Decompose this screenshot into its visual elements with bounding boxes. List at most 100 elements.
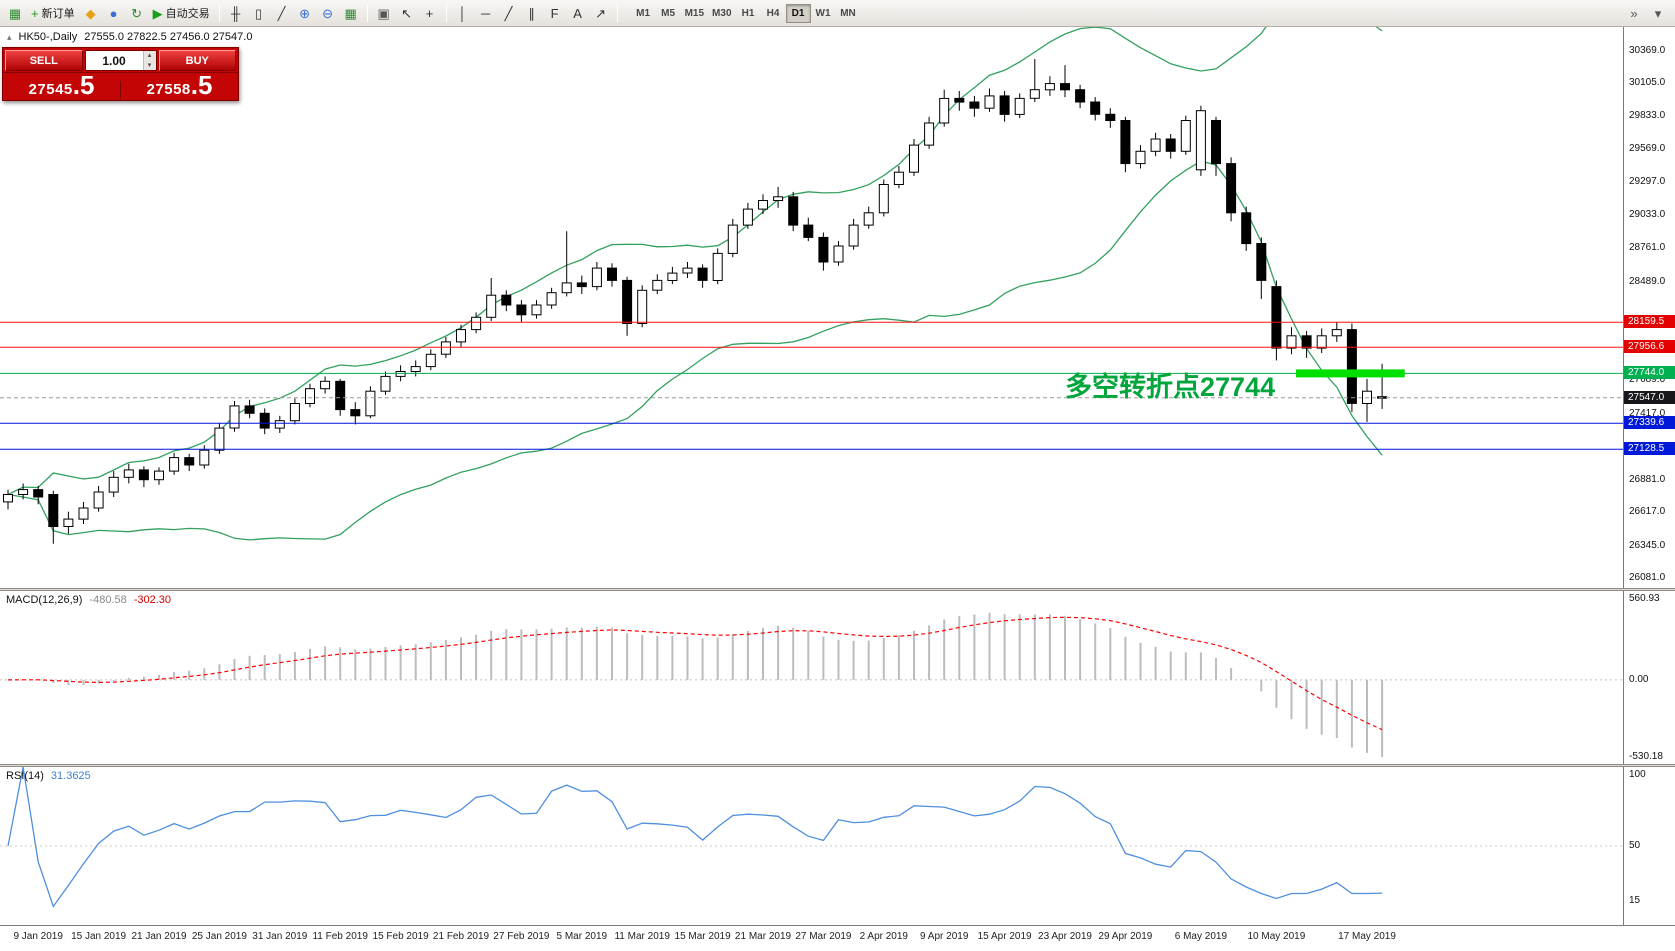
macd-axis-label: 0.00 bbox=[1629, 673, 1649, 685]
new-order-button[interactable]: + 新订单 bbox=[27, 3, 79, 24]
toolbar-separator bbox=[445, 4, 447, 22]
timeframe-d1-button[interactable]: D1 bbox=[785, 3, 811, 23]
sell-price-int: 27545 bbox=[28, 81, 73, 98]
rsi-axis[interactable]: 100 50 15 bbox=[1623, 767, 1675, 925]
volume-value: 1.00 bbox=[102, 53, 126, 68]
cascade-windows-button[interactable]: ▣ bbox=[373, 3, 395, 24]
timeframe-w1-button[interactable]: W1 bbox=[811, 4, 836, 23]
fibonacci-icon: F bbox=[550, 5, 559, 21]
dropdown-icon: ▾ bbox=[1654, 5, 1662, 21]
price-tick: 29297.0 bbox=[1629, 176, 1666, 188]
trendline-button[interactable]: ╱ bbox=[498, 3, 520, 24]
price-divider bbox=[120, 80, 121, 99]
styles-button[interactable]: ◆ bbox=[80, 3, 102, 24]
date-label: 5 Mar 2019 bbox=[556, 931, 608, 942]
price-axis[interactable]: 30369.0 30105.0 29833.0 29569.0 29297.0 29033… bbox=[1623, 27, 1675, 588]
macd-chart-canvas[interactable] bbox=[0, 591, 1623, 764]
timeframe-m30-button[interactable]: M30 bbox=[708, 4, 735, 23]
buy-price-frac: .5 bbox=[190, 70, 213, 100]
pivot-highlight-bar[interactable] bbox=[1296, 369, 1405, 378]
date-label: 2 Apr 2019 bbox=[859, 931, 908, 942]
macd-axis-label: -530.18 bbox=[1629, 751, 1663, 762]
buy-price[interactable]: 27558.5 bbox=[121, 70, 238, 100]
crosshair-button[interactable]: + bbox=[419, 3, 441, 24]
tile-windows-button[interactable]: ▦ bbox=[340, 3, 362, 24]
timeframe-h1-button[interactable]: H1 bbox=[736, 4, 761, 23]
sell-button[interactable]: SELL bbox=[5, 50, 83, 71]
candles-layer bbox=[3, 59, 1388, 544]
date-label: 10 May 2019 bbox=[1247, 931, 1306, 942]
dropdown-button[interactable]: ▾ bbox=[1647, 3, 1669, 24]
date-label: 27 Feb 2019 bbox=[493, 931, 550, 942]
trendline-icon: ╱ bbox=[504, 5, 513, 21]
new-chart-button[interactable]: ▦ bbox=[4, 3, 26, 24]
zoom-in-button[interactable]: ⊕ bbox=[294, 3, 316, 24]
rsi-name: RSI(14) bbox=[6, 770, 44, 782]
rsi-chart-canvas[interactable] bbox=[0, 767, 1623, 925]
price-badge-27547.0: 27547.0 bbox=[1624, 390, 1675, 404]
date-label: 6 May 2019 bbox=[1174, 931, 1228, 942]
rsi-panel-separator[interactable] bbox=[0, 764, 1675, 767]
rsi-value: 31.3625 bbox=[50, 770, 91, 782]
arrow-object-button[interactable]: ↗ bbox=[590, 3, 612, 24]
timeframe-h4-button[interactable]: H4 bbox=[761, 4, 786, 23]
equidistant-channel-icon: ∥ bbox=[528, 5, 535, 21]
timeframe-mn-button[interactable]: MN bbox=[836, 4, 861, 23]
cursor-icon: ↖ bbox=[401, 5, 413, 21]
volume-field[interactable]: 1.00 ▴ ▾ bbox=[84, 50, 157, 71]
price-badge-28159.5: 28159.5 bbox=[1624, 315, 1675, 329]
macd-axis-label: 560.93 bbox=[1629, 593, 1660, 604]
date-label: 15 Jan 2019 bbox=[71, 931, 127, 942]
price-tick: 26881.0 bbox=[1629, 473, 1666, 485]
date-label: 21 Jan 2019 bbox=[131, 931, 187, 942]
price-tick: 28489.0 bbox=[1629, 275, 1666, 287]
sell-price-frac: .5 bbox=[72, 70, 95, 100]
text-label-button[interactable]: A bbox=[567, 3, 589, 24]
sell-price[interactable]: 27545.5 bbox=[3, 70, 120, 100]
volume-up-icon[interactable]: ▴ bbox=[143, 51, 156, 61]
refresh-button[interactable]: ↻ bbox=[126, 3, 148, 24]
main-chart-canvas[interactable]: 多空转折点27744 bbox=[0, 27, 1623, 588]
date-label: 25 Jan 2019 bbox=[191, 931, 247, 942]
cursor-button[interactable]: ↖ bbox=[396, 3, 418, 24]
macd-main-value: -480.58 bbox=[89, 594, 127, 606]
timeframe-m5-button[interactable]: M5 bbox=[656, 4, 681, 23]
price-tick: 26345.0 bbox=[1629, 539, 1666, 551]
vertical-line-button[interactable]: │ bbox=[452, 3, 474, 24]
auto-trading-button[interactable]: ▶ 自动交易 bbox=[149, 3, 214, 24]
new-order-button-label: 新订单 bbox=[41, 8, 75, 20]
timeframe-m15-button[interactable]: M15 bbox=[681, 4, 708, 23]
pivot-annotation-text[interactable]: 多空转折点27744 bbox=[1065, 371, 1275, 402]
bollinger-lower-line[interactable] bbox=[7, 160, 1383, 541]
price-tick: 30369.0 bbox=[1629, 44, 1666, 56]
horizontal-line-button[interactable]: ─ bbox=[475, 3, 497, 24]
toolbar-right-group: » ▾ bbox=[1623, 3, 1671, 24]
toolbar-separator bbox=[218, 4, 220, 22]
equidistant-channel-button[interactable]: ∥ bbox=[521, 3, 543, 24]
time-axis[interactable]: 9 Jan 2019 15 Jan 2019 21 Jan 2019 25 Jan 2… bbox=[0, 925, 1675, 951]
candlestick-chart-button[interactable]: ▯ bbox=[248, 3, 270, 24]
macd-panel-separator[interactable] bbox=[0, 588, 1675, 591]
toolbar-overflow-button[interactable]: » bbox=[1623, 3, 1645, 24]
timeframe-toolbar: M1 M5 M15 M30 H1 H4 D1 W1 MN bbox=[631, 3, 861, 23]
trade-panel-controls: SELL 1.00 ▴ ▾ BUY bbox=[3, 48, 238, 72]
price-badge-27744.0: 27744.0 bbox=[1624, 366, 1675, 380]
date-label: 29 Apr 2019 bbox=[1098, 931, 1153, 942]
macd-name: MACD(12,26,9) bbox=[6, 594, 83, 606]
rsi-axis-label: 50 bbox=[1629, 840, 1641, 851]
date-label: 15 Mar 2019 bbox=[674, 931, 731, 942]
line-chart-button[interactable]: ╱ bbox=[271, 3, 293, 24]
fibonacci-button[interactable]: F bbox=[544, 3, 566, 24]
rsi-axis-label: 15 bbox=[1629, 895, 1641, 907]
volume-down-icon[interactable]: ▾ bbox=[143, 60, 156, 70]
market-watch-button[interactable]: ● bbox=[103, 3, 125, 24]
rsi-axis-label: 100 bbox=[1629, 769, 1646, 780]
timeframe-m1-button[interactable]: M1 bbox=[631, 4, 656, 23]
zoom-out-button[interactable]: ⊖ bbox=[317, 3, 339, 24]
date-label: 27 Mar 2019 bbox=[795, 931, 852, 942]
buy-button[interactable]: BUY bbox=[158, 50, 236, 71]
bar-chart-button[interactable]: ╫ bbox=[225, 3, 247, 24]
macd-axis[interactable]: 560.93 0.00 -530.18 bbox=[1623, 591, 1675, 764]
zoom-out-icon: ⊖ bbox=[322, 5, 334, 21]
chart-collapse-icon[interactable]: ▴ bbox=[7, 31, 12, 42]
